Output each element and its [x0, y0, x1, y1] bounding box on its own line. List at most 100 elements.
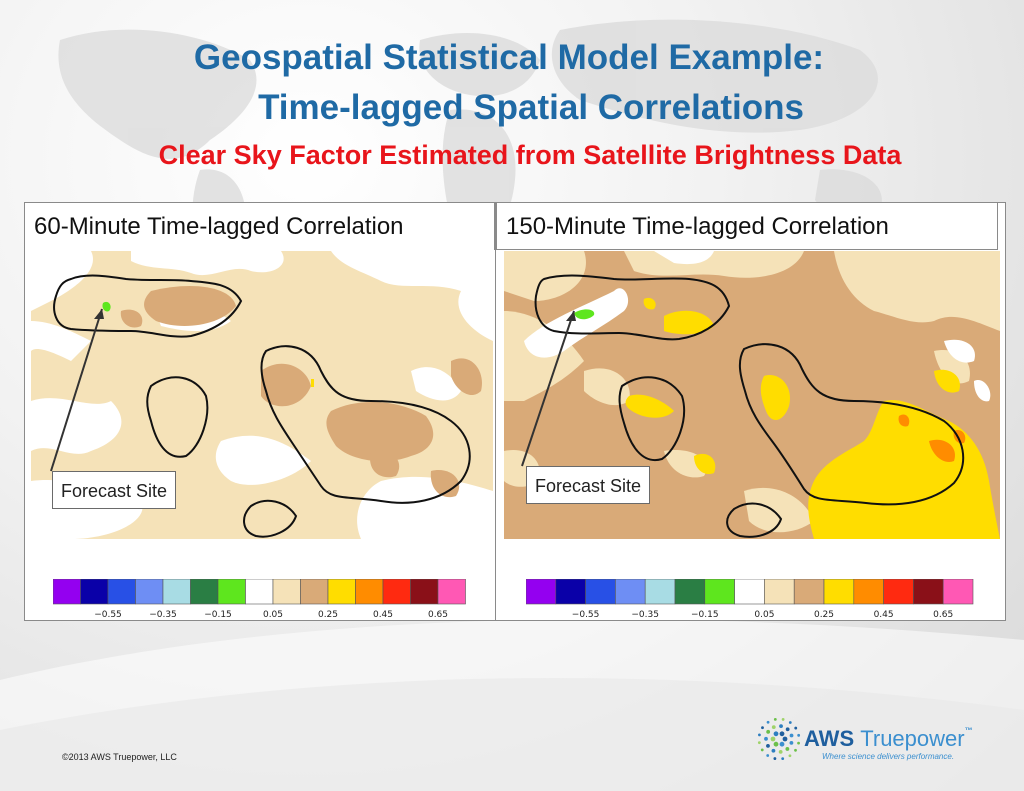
logo-dot	[789, 740, 794, 745]
logo-dot	[761, 726, 764, 730]
colorbar-swatch	[437, 579, 466, 605]
colorbar-tick-label: 0.25	[318, 610, 338, 620]
logo-dot	[788, 721, 792, 724]
copyright-notice: ©2013 AWS Truepower, LLC	[62, 752, 177, 762]
colorbar-swatch	[913, 579, 944, 605]
colorbar-swatch	[585, 579, 616, 605]
logo-dot	[766, 720, 770, 724]
colorbar-tick-label: −0.15	[204, 610, 232, 620]
colorbar-swatch	[734, 579, 765, 605]
logo-dot	[773, 731, 779, 737]
forecast-site-label: Forecast Site	[52, 471, 177, 509]
colorbar-swatch	[615, 579, 646, 605]
colorbar-swatch	[217, 579, 246, 605]
logo-dot	[770, 736, 776, 742]
colorbar-swatch	[883, 579, 914, 605]
logo-dot	[779, 724, 783, 729]
logo-dot	[785, 747, 790, 751]
logo-dot	[779, 731, 785, 737]
logo-dot	[794, 726, 798, 730]
colorbar-swatch	[135, 579, 164, 605]
logo-dot	[773, 717, 777, 721]
colorbar-tick-label: 0.45	[373, 610, 393, 620]
logo-dot	[771, 725, 776, 729]
colorbar-swatch	[382, 579, 411, 605]
colorbar-swatch	[327, 579, 356, 605]
logo-dot	[794, 748, 797, 752]
colorbar-tick-label: −0.35	[149, 610, 177, 620]
colorbar-swatch	[300, 579, 329, 605]
logo-dot	[782, 736, 788, 742]
colorbar-tick-label: −0.15	[691, 610, 719, 620]
colorbar-swatch	[107, 579, 136, 605]
logo-dot	[758, 733, 761, 737]
colorbar-swatches	[53, 579, 466, 605]
logo-dot	[781, 718, 785, 721]
forecast-site-arrowhead	[94, 309, 104, 319]
logo-dot	[757, 741, 761, 745]
slide-title-line-2: Time-lagged Spatial Correlations	[258, 88, 804, 127]
forecast-site-arrow	[50, 308, 103, 472]
colorbar-swatch	[823, 579, 855, 605]
colorbar-swatch	[674, 579, 706, 605]
logo-dot	[789, 733, 794, 738]
colorbar-tick-labels: −0.55 −0.35 −0.15 0.05 0.25 0.45 0.65	[572, 610, 953, 620]
logo-dot	[766, 743, 770, 748]
logo-dot	[788, 754, 792, 758]
logo-wordmark-bold: AWS	[804, 726, 855, 751]
colorbar-swatch	[704, 579, 735, 605]
logo-wordmark: AWS Truepower™	[804, 726, 973, 752]
panel-header-150-minute: 150-Minute Time-lagged Correlation	[496, 203, 998, 250]
logo-dot	[778, 749, 783, 754]
colorbar-tick-label: −0.55	[572, 610, 600, 620]
logo-dot	[785, 727, 790, 732]
colorbar-swatch	[942, 579, 974, 605]
logo-tagline: Where science delivers performance.	[822, 752, 955, 761]
logo-dot	[764, 736, 768, 741]
logo-dot	[760, 748, 764, 752]
colorbar-tick-label: 0.65	[933, 610, 953, 620]
colorbar-swatch	[764, 579, 795, 605]
logo-dot	[766, 754, 770, 757]
island-outlines	[534, 274, 964, 538]
slide-subtitle: Clear Sky Factor Estimated from Satellit…	[158, 140, 902, 170]
forecast-site-marker	[102, 301, 111, 312]
panel-60-minute: 60-Minute Time-lagged Correlation	[24, 202, 496, 621]
aws-truepower-logo: AWS Truepower™ Where science delivers pe…	[756, 716, 976, 766]
colorbar-150-minute: −0.55 −0.35 −0.15 0.05 0.25 0.45 0.65	[526, 579, 974, 620]
correlation-patches-brown	[120, 286, 482, 498]
slide-title-line-1: Geospatial Statistical Model Example:	[193, 38, 825, 77]
colorbar-tick-label: −0.35	[631, 610, 659, 620]
colorbar-swatch	[555, 579, 586, 605]
colorbar-tick-label: 0.65	[428, 610, 448, 620]
panel-150-minute: 150-Minute Time-lagged Correlation	[495, 202, 1006, 621]
logo-wordmark-light: Truepower	[860, 726, 965, 751]
colorbar-swatch	[272, 579, 301, 605]
colorbar-swatch	[355, 579, 384, 605]
logo-dot	[766, 729, 771, 734]
colorbar-swatch	[245, 579, 274, 605]
logo-dot	[771, 748, 776, 753]
forecast-site-marker	[574, 309, 595, 320]
forecast-site-arrowhead	[566, 311, 576, 321]
colorbar-swatch	[853, 579, 884, 605]
colorbar-tick-label: 0.05	[754, 610, 774, 620]
colorbar-swatch	[410, 579, 439, 605]
panel-header-60-minute: 60-Minute Time-lagged Correlation	[25, 203, 495, 250]
island-outlines	[53, 274, 471, 538]
colorbar-swatch	[644, 579, 676, 605]
colorbar-swatch	[162, 579, 191, 605]
colorbar-swatch	[53, 579, 81, 605]
logo-dot	[779, 741, 785, 747]
logo-dots-icon	[757, 717, 801, 761]
colorbar-swatch	[793, 579, 825, 605]
clear-regions	[524, 251, 991, 402]
colorbar-swatch	[190, 579, 219, 605]
colorbar-tick-labels: −0.55 −0.35 −0.15 0.05 0.25 0.45 0.65	[94, 610, 448, 620]
forecast-site-label: Forecast Site	[526, 466, 651, 504]
background-swoosh	[0, 619, 1024, 791]
correlation-patches-yellow	[625, 297, 1000, 539]
logo-dot	[797, 741, 800, 745]
correlation-map-60-minute	[31, 251, 493, 539]
forecast-site-arrow	[521, 310, 575, 467]
